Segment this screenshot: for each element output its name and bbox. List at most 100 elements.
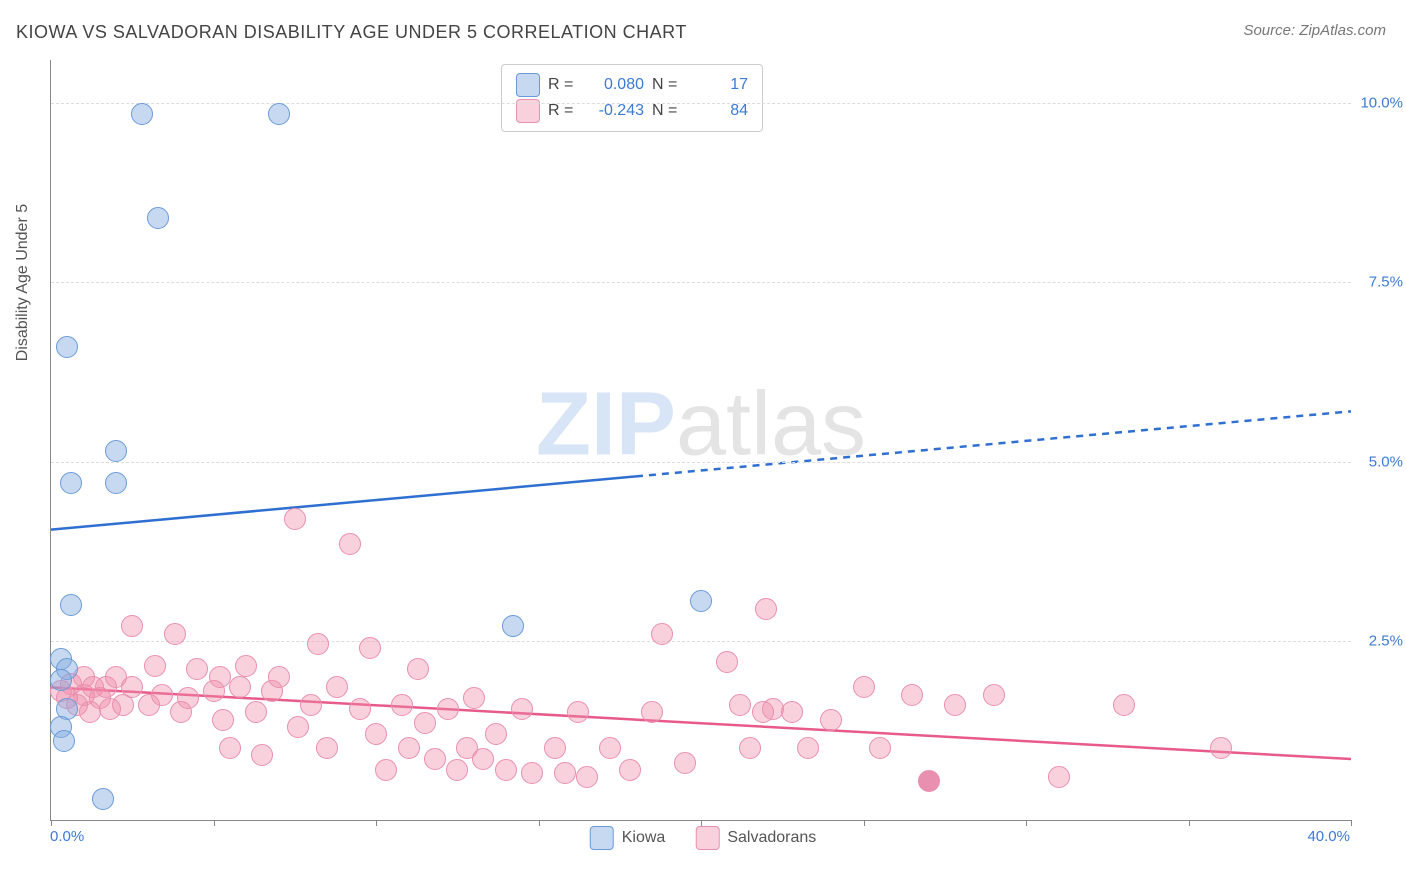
data-point-kiowa [502, 615, 524, 637]
data-point-salvadorans [209, 666, 231, 688]
x-axis-min-label: 0.0% [50, 828, 84, 845]
data-point-salvadorans [567, 701, 589, 723]
data-point-salvadorans [619, 759, 641, 781]
data-point-salvadorans [219, 737, 241, 759]
plot-area: ZIPatlas R =0.080 N =17 R =-0.243 N =84 … [50, 60, 1351, 821]
x-tick [1351, 820, 1352, 826]
data-point-salvadorans [554, 762, 576, 784]
series-legend: Kiowa Salvadorans [590, 826, 817, 850]
x-tick [864, 820, 865, 826]
data-point-salvadorans [391, 694, 413, 716]
data-point-salvadorans [739, 737, 761, 759]
data-point-salvadorans [121, 615, 143, 637]
data-point-salvadorans [901, 684, 923, 706]
data-point-kiowa [131, 103, 153, 125]
data-point-kiowa [147, 207, 169, 229]
x-tick [539, 820, 540, 826]
data-point-salvadorans [599, 737, 621, 759]
data-point-salvadorans [1048, 766, 1070, 788]
data-point-salvadorans [268, 666, 290, 688]
data-point-salvadorans [511, 698, 533, 720]
y-tick-label: 5.0% [1369, 453, 1403, 470]
data-point-salvadorans [414, 712, 436, 734]
data-point-kiowa [60, 594, 82, 616]
data-point-salvadorans [177, 687, 199, 709]
data-point-kiowa [105, 440, 127, 462]
data-point-salvadorans [229, 676, 251, 698]
data-point-salvadorans [251, 744, 273, 766]
x-tick [1189, 820, 1190, 826]
data-point-salvadorans [869, 737, 891, 759]
data-point-salvadorans [326, 676, 348, 698]
data-point-salvadorans [674, 752, 696, 774]
data-point-kiowa [105, 472, 127, 494]
data-point-kiowa [92, 788, 114, 810]
data-point-salvadorans [121, 676, 143, 698]
data-point-salvadorans [212, 709, 234, 731]
legend-item-kiowa: Kiowa [590, 826, 666, 850]
x-tick [1026, 820, 1027, 826]
data-point-salvadorans [365, 723, 387, 745]
data-point-salvadorans [349, 698, 371, 720]
data-point-salvadorans [729, 694, 751, 716]
y-tick-label: 7.5% [1369, 274, 1403, 291]
data-point-salvadorans [983, 684, 1005, 706]
chart-title: KIOWA VS SALVADORAN DISABILITY AGE UNDER… [16, 22, 687, 43]
legend-label-kiowa: Kiowa [622, 829, 666, 847]
x-axis-max-label: 40.0% [1307, 828, 1350, 845]
data-point-salvadorans [284, 508, 306, 530]
data-point-salvadorans [446, 759, 468, 781]
data-point-salvadorans [755, 598, 777, 620]
data-point-salvadorans [495, 759, 517, 781]
x-tick [376, 820, 377, 826]
data-point-salvadorans [316, 737, 338, 759]
data-point-salvadorans [287, 716, 309, 738]
data-point-salvadorans [300, 694, 322, 716]
data-point-salvadorans [307, 633, 329, 655]
data-point-salvadorans [544, 737, 566, 759]
data-point-kiowa [268, 103, 290, 125]
swatch-kiowa-icon [590, 826, 614, 850]
data-point-salvadorans [407, 658, 429, 680]
legend-row-kiowa: R =0.080 N =17 [516, 73, 748, 97]
data-point-salvadorans [339, 533, 361, 555]
data-point-kiowa [53, 730, 75, 752]
data-point-salvadorans [820, 709, 842, 731]
data-point-salvadorans [235, 655, 257, 677]
data-point-kiowa [50, 669, 72, 691]
data-point-salvadorans [641, 701, 663, 723]
data-point-salvadorans [716, 651, 738, 673]
data-point-salvadorans [437, 698, 459, 720]
legend-item-salvadorans: Salvadorans [695, 826, 816, 850]
gridline [51, 282, 1351, 283]
data-point-salvadorans [781, 701, 803, 723]
legend-label-salvadorans: Salvadorans [727, 829, 816, 847]
gridline [51, 641, 1351, 642]
data-point-salvadorans [1210, 737, 1232, 759]
data-point-salvadorans [463, 687, 485, 709]
y-tick-label: 2.5% [1369, 632, 1403, 649]
data-point-salvadorans [762, 698, 784, 720]
data-point-salvadorans [485, 723, 507, 745]
data-point-salvadorans [186, 658, 208, 680]
correlation-legend: R =0.080 N =17 R =-0.243 N =84 [501, 64, 763, 132]
source-label: Source: ZipAtlas.com [1243, 22, 1386, 39]
x-tick [51, 820, 52, 826]
data-point-salvadorans [359, 637, 381, 659]
data-point-salvadorans [472, 748, 494, 770]
data-point-salvadorans [144, 655, 166, 677]
y-axis-title: Disability Age Under 5 [14, 204, 32, 361]
data-point-salvadorans [576, 766, 598, 788]
data-point-salvadorans [521, 762, 543, 784]
y-tick-label: 10.0% [1360, 95, 1403, 112]
data-point-kiowa [56, 336, 78, 358]
data-point-salvadorans [164, 623, 186, 645]
data-point-kiowa [690, 590, 712, 612]
data-point-salvadorans [375, 759, 397, 781]
gridline [51, 462, 1351, 463]
data-point-salvadorans [151, 684, 173, 706]
data-point-salvadorans [651, 623, 673, 645]
data-point-salvadorans [424, 748, 446, 770]
data-point-salvadorans [853, 676, 875, 698]
data-point-salvadorans [918, 770, 940, 792]
